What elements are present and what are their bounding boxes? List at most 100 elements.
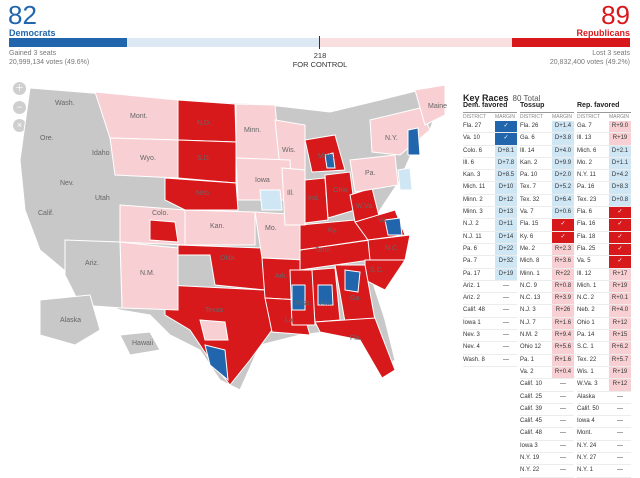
race-row[interactable]: Calif. 48 — xyxy=(520,428,574,441)
race-row[interactable]: Mich. 1 R+19 xyxy=(577,280,631,294)
race-row[interactable]: Tex. 7 D+5.2 xyxy=(520,182,574,195)
margin-value: D+12 xyxy=(495,194,517,207)
race-row[interactable]: Kan. 2 D+9.9 xyxy=(520,157,574,171)
race-row[interactable]: N.J. 11 D+14 xyxy=(463,231,517,244)
district-name: Mich. 1 xyxy=(577,282,597,289)
race-row[interactable]: Calif. 25 — xyxy=(520,391,574,404)
race-row[interactable]: Mo. 2 D+1.1 xyxy=(577,157,631,171)
race-row[interactable]: N.J. 7 R+1.6 xyxy=(520,317,574,331)
race-row[interactable]: Pa. 10 D+2.0 xyxy=(520,170,574,183)
race-row[interactable]: Minn. 3 D+13 xyxy=(463,207,517,220)
race-row[interactable]: Nev. 4 — xyxy=(463,342,517,355)
race-row[interactable]: Fla. 25 ✓ xyxy=(577,243,631,257)
race-row[interactable]: Wis. 1 R+19 xyxy=(577,366,631,380)
race-row[interactable]: Me. 2 R+2.3 xyxy=(520,243,574,257)
race-row[interactable]: Neb. 2 R+4.0 xyxy=(577,305,631,318)
district-header: DISTRICT xyxy=(577,114,601,120)
race-row[interactable]: Pa. 7 D+32 xyxy=(463,256,517,269)
margin-value: — xyxy=(609,403,631,416)
race-row[interactable]: Fla. 15 ✓ xyxy=(520,219,574,232)
race-row[interactable]: Calif. 45 — xyxy=(520,416,574,429)
race-row[interactable]: Ga. 7 R+9.0 xyxy=(577,121,631,134)
race-row[interactable]: N.C. 2 R+0.1 xyxy=(577,293,631,306)
race-row[interactable]: Mich. 11 D+10 xyxy=(463,182,517,195)
district-name: N.C. 13 xyxy=(520,295,541,302)
race-row[interactable]: Fla. 16 ✓ xyxy=(577,219,631,232)
race-row[interactable]: Pa. 17 D+19 xyxy=(463,268,517,281)
race-row[interactable]: Iowa 1 — xyxy=(463,317,517,331)
race-row[interactable]: Ga. 6 D+3.8 xyxy=(520,133,574,146)
house-district-map[interactable]: Wash. Mont. N.D. Minn. Ore. Idaho S.D. Wis. Mich… xyxy=(0,60,460,452)
race-row[interactable]: Ohio 12 R+5.6 xyxy=(520,342,574,355)
margin-value: R+0.1 xyxy=(609,293,631,305)
race-row[interactable]: N.J. 3 R+26 xyxy=(520,305,574,318)
alaska-inset xyxy=(39,294,101,346)
race-row[interactable]: Fla. 6 ✓ xyxy=(577,207,631,220)
margin-value: R+4.0 xyxy=(609,305,631,317)
race-row[interactable]: Va. 5 ✓ xyxy=(577,256,631,269)
race-row[interactable]: Tex. 32 D+6.4 xyxy=(520,194,574,208)
race-row[interactable]: Calif. 10 — xyxy=(520,379,574,392)
race-row[interactable]: N.C. 13 R+3.9 xyxy=(520,293,574,306)
race-row[interactable]: N.Y. 11 D+4.2 xyxy=(577,170,631,183)
alabama-blue xyxy=(317,284,334,306)
race-row[interactable]: Alaska — xyxy=(577,391,631,404)
race-row[interactable]: Nev. 3 — xyxy=(463,330,517,343)
race-row[interactable]: N.Y. 27 — xyxy=(577,453,631,466)
race-row[interactable]: Iowa 4 — xyxy=(577,416,631,429)
race-row[interactable]: S.C. 1 R+6.2 xyxy=(577,342,631,355)
race-row[interactable]: Minn. 2 D+12 xyxy=(463,194,517,208)
margin-value: D+9.9 xyxy=(552,157,574,170)
race-row[interactable]: Va. 10 ✓ xyxy=(463,133,517,146)
race-row[interactable]: Ill. 12 R+17 xyxy=(577,268,631,281)
race-row[interactable]: Pa. 14 R+15 xyxy=(577,330,631,343)
race-row[interactable]: Calif. 39 — xyxy=(520,403,574,417)
race-row[interactable]: Fla. 27 ✓ xyxy=(463,121,517,134)
margin-value: D+0.6 xyxy=(552,207,574,219)
race-row[interactable]: Fla. 18 ✓ xyxy=(577,231,631,244)
race-row[interactable]: Ill. 13 R+19 xyxy=(577,133,631,146)
race-row[interactable]: N.Y. 22 — xyxy=(520,465,574,478)
district-name: Mich. 8 xyxy=(520,258,540,265)
race-row[interactable]: N.Y. 24 — xyxy=(577,440,631,454)
race-row[interactable]: Mich. 6 D+2.1 xyxy=(577,145,631,158)
race-row[interactable]: Ariz. 1 — xyxy=(463,280,517,294)
race-row[interactable]: Ky. 6 ✓ xyxy=(520,231,574,244)
race-row[interactable]: Va. 7 D+0.6 xyxy=(520,207,574,220)
race-row[interactable]: Va. 2 R+0.4 xyxy=(520,366,574,380)
race-row[interactable]: Minn. 1 R+22 xyxy=(520,268,574,281)
race-row[interactable]: Ill. 14 D+4.0 xyxy=(520,145,574,158)
state-label: Ga. xyxy=(350,295,361,302)
race-row[interactable]: N.Y. 1 — xyxy=(577,465,631,478)
race-row[interactable]: Colo. 6 D+8.1 xyxy=(463,145,517,158)
race-row[interactable]: Tex. 22 R+5.7 xyxy=(577,354,631,367)
race-row[interactable]: Calif. 50 — xyxy=(577,403,631,417)
zoom-in-icon[interactable]: ＋ xyxy=(13,82,26,95)
race-row[interactable]: Mont. — xyxy=(577,428,631,441)
race-row[interactable]: Calif. 48 — xyxy=(463,305,517,318)
race-row[interactable]: Ill. 6 D+7.8 xyxy=(463,157,517,171)
race-row[interactable]: Tex. 23 D+0.8 xyxy=(577,194,631,208)
race-row[interactable]: Pa. 16 D+8.3 xyxy=(577,182,631,195)
state-label: Ore. xyxy=(40,135,54,142)
race-row[interactable]: Ariz. 2 — xyxy=(463,293,517,306)
race-row[interactable]: Iowa 3 — xyxy=(520,440,574,454)
race-row[interactable]: Fla. 26 D+1.4 xyxy=(520,121,574,134)
race-row[interactable]: W.Va. 3 R+12 xyxy=(577,379,631,392)
race-row[interactable]: Mich. 8 R+3.6 xyxy=(520,256,574,269)
district-name: Fla. 18 xyxy=(577,233,596,240)
race-row[interactable]: N.M. 2 R+9.4 xyxy=(520,330,574,343)
race-row[interactable]: Kan. 3 D+8.5 xyxy=(463,170,517,183)
race-row[interactable]: Pa. 6 D+22 xyxy=(463,243,517,257)
district-name: Fla. 25 xyxy=(577,245,596,252)
state-label: Mo. xyxy=(265,225,277,232)
race-row[interactable]: N.J. 2 D+11 xyxy=(463,219,517,232)
race-row[interactable]: N.C. 9 R+0.8 xyxy=(520,280,574,294)
district-name: N.Y. 19 xyxy=(520,455,540,462)
race-row[interactable]: N.Y. 19 — xyxy=(520,453,574,466)
close-icon[interactable]: × xyxy=(13,119,26,132)
race-row[interactable]: Ohio 1 R+12 xyxy=(577,317,631,331)
zoom-out-icon[interactable]: − xyxy=(13,101,26,114)
race-row[interactable]: Wash. 8 — xyxy=(463,354,517,367)
race-row[interactable]: Pa. 1 R+1.6 xyxy=(520,354,574,367)
